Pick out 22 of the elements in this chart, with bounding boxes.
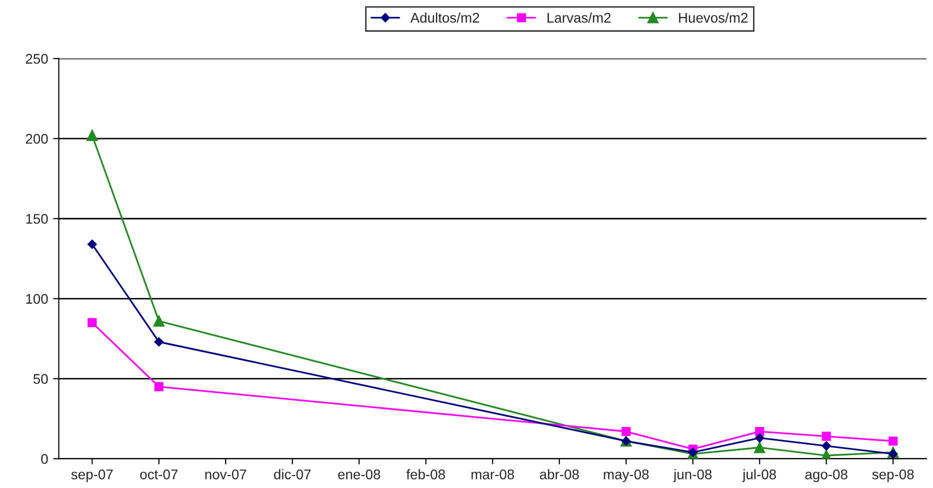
x-tick-label: ene-08 xyxy=(338,470,380,480)
x-tick-label: abr-08 xyxy=(540,469,579,480)
legend-label: Larvas/m2 xyxy=(548,12,611,23)
legend-label: Huevos/m2 xyxy=(679,12,748,23)
y-tick-label: 0 xyxy=(41,454,48,464)
x-tick-label: sep-08 xyxy=(872,470,914,482)
y-tick-label: 250 xyxy=(26,54,48,64)
x-tick-label: mar-08 xyxy=(472,470,514,480)
x-tick-label: jun-08 xyxy=(673,469,712,482)
y-tick-label: 200 xyxy=(26,134,48,144)
x-tick-label: ago-08 xyxy=(805,470,848,482)
y-tick-label: 150 xyxy=(26,214,48,224)
x-tick-label: feb-08 xyxy=(406,469,445,480)
x-tick-label: sep-07 xyxy=(71,470,113,482)
y-tick-label: 100 xyxy=(26,294,48,304)
x-tick-label: jul-08 xyxy=(742,469,776,482)
x-tick-label: dic-07 xyxy=(274,469,311,480)
legend-label: Adultos/m2 xyxy=(410,12,480,23)
x-tick-label: may-08 xyxy=(604,470,649,482)
x-tick-label: nov-07 xyxy=(205,470,246,480)
y-tick-label: 50 xyxy=(33,374,48,384)
x-tick-label: oct-07 xyxy=(140,470,178,480)
